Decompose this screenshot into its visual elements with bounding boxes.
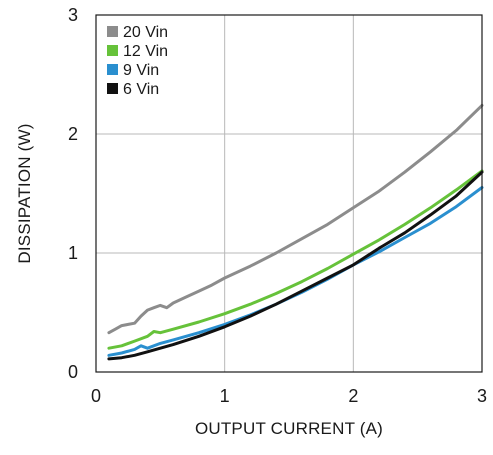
y-axis-title: DISSIPATION (W): [15, 123, 34, 263]
y-tick-label: 2: [68, 124, 78, 144]
legend-label: 12 Vin: [123, 43, 168, 60]
legend-swatch: [107, 83, 118, 94]
legend: 20 Vin 12 Vin 9 Vin 6 Vin: [107, 24, 168, 98]
y-tick-label: 0: [68, 362, 78, 382]
series-line-4: [107, 170, 484, 361]
x-axis-title: OUTPUT CURRENT (A): [195, 419, 383, 438]
legend-swatch: [107, 45, 118, 56]
x-tick-label: 2: [348, 386, 358, 406]
legend-label: 9 Vin: [123, 62, 159, 79]
series-layer: [107, 103, 484, 361]
series-line-1: [107, 103, 484, 335]
y-tick-label: 3: [68, 5, 78, 25]
plot-frame: [95, 14, 483, 373]
legend-label: 20 Vin: [123, 24, 168, 41]
x-tick-label: 1: [220, 386, 230, 406]
x-tick-label: 3: [477, 386, 487, 406]
legend-label: 6 Vin: [123, 81, 159, 98]
x-tick-label: 0: [91, 386, 101, 406]
legend-swatch: [107, 64, 118, 75]
tick-layer: 0 1 2 3 0 1 2 3: [68, 5, 487, 406]
series-line-2: [107, 169, 484, 350]
legend-swatch: [107, 26, 118, 37]
y-tick-label: 1: [68, 243, 78, 263]
